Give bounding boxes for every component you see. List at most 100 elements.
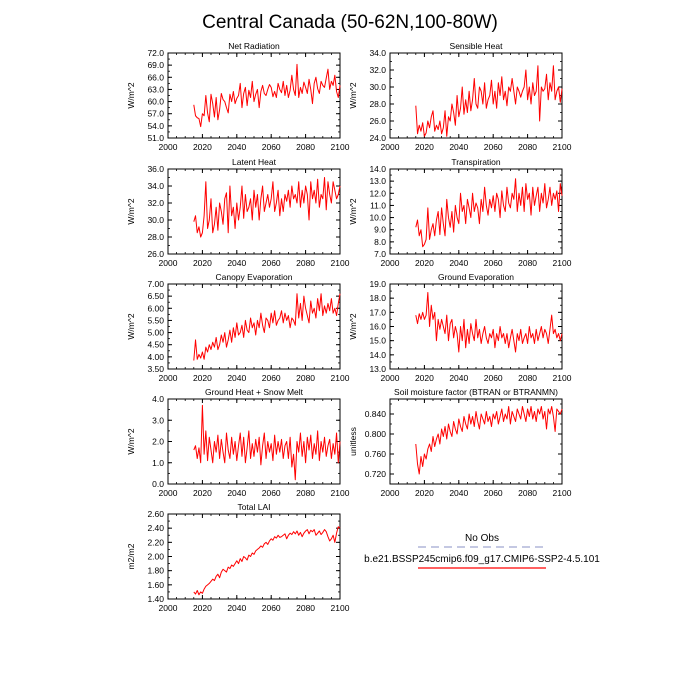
x-tick-label: 2080 [296, 603, 315, 613]
x-tick-label: 2080 [518, 258, 537, 268]
figure-title: Central Canada (50-62N,100-80W) [202, 12, 498, 33]
x-tick-label: 2060 [262, 142, 281, 152]
series-line [415, 178, 563, 248]
y-tick-label: 32.0 [147, 198, 164, 208]
series-line [415, 406, 563, 475]
x-tick-label: 2020 [415, 488, 434, 498]
x-tick-label: 2060 [484, 142, 503, 152]
y-tick-label: 1.80 [147, 566, 164, 576]
y-tick-label: 3.50 [147, 364, 164, 374]
x-tick-label: 2060 [484, 488, 503, 498]
x-tick-label: 2080 [296, 142, 315, 152]
x-tick-label: 2000 [159, 258, 178, 268]
x-tick-label: 2000 [159, 142, 178, 152]
y-tick-label: 26.0 [147, 249, 164, 259]
y-axis-label: W/m^2 [348, 82, 358, 108]
y-tick-label: 16.0 [369, 322, 386, 332]
panels: Net Radiation W/m^2 2000 2020 2040 2060 2080 21… [126, 41, 572, 613]
x-tick-label: 2080 [518, 488, 537, 498]
x-tick-label: 2100 [553, 488, 572, 498]
y-tick-label: 66.0 [147, 72, 164, 82]
x-tick-label: 2020 [415, 258, 434, 268]
y-tick-label: 8.0 [374, 237, 386, 247]
x-tick-label: 2100 [553, 142, 572, 152]
y-tick-label: 34.0 [369, 48, 386, 58]
y-tick-label: 1.0 [152, 458, 164, 468]
panel-6: Ground Evaporation W/m^2 2000 2020 2040 2060 2… [348, 272, 572, 383]
x-tick-label: 2100 [331, 603, 350, 613]
x-tick-label: 2100 [331, 258, 350, 268]
x-tick-label: 2100 [331, 142, 350, 152]
y-tick-label: 4.00 [147, 352, 164, 362]
y-tick-label: 0.840 [365, 409, 387, 419]
series-line [193, 404, 341, 481]
panel-4: Transpiration W/m^2 2000 2020 2040 2060 2080 21… [348, 157, 572, 268]
plot-frame [167, 398, 341, 485]
x-tick-label: 2000 [159, 373, 178, 383]
panel-8: Soil moisture factor (BTRAN or BTRANMN) u… [348, 387, 572, 498]
y-tick-label: 30.0 [369, 82, 386, 92]
x-tick-label: 2100 [331, 488, 350, 498]
y-axis-label: W/m^2 [126, 313, 136, 339]
y-tick-label: 19.0 [369, 279, 386, 289]
y-tick-label: 32.0 [369, 65, 386, 75]
y-tick-label: 7.0 [374, 249, 386, 259]
y-tick-label: 15.0 [369, 336, 386, 346]
y-tick-label: 0.800 [365, 429, 387, 439]
x-tick-label: 2040 [227, 488, 246, 498]
y-tick-label: 4.50 [147, 340, 164, 350]
y-tick-label: 9.0 [374, 225, 386, 235]
panel-title: Latent Heat [232, 157, 277, 167]
y-tick-label: 5.00 [147, 328, 164, 338]
series-line [193, 526, 341, 596]
y-axis-label: W/m^2 [126, 198, 136, 224]
y-tick-label: 57.0 [147, 109, 164, 119]
y-axis-label: W/m^2 [126, 82, 136, 108]
x-tick-label: 2080 [518, 142, 537, 152]
y-tick-label: 3.0 [152, 415, 164, 425]
x-tick-label: 2000 [381, 142, 400, 152]
x-tick-label: 2060 [484, 258, 503, 268]
panel-1: Net Radiation W/m^2 2000 2020 2040 2060 2080 21… [126, 41, 350, 152]
y-tick-label: 10.0 [369, 213, 386, 223]
x-tick-label: 2060 [262, 258, 281, 268]
x-tick-label: 2080 [518, 373, 537, 383]
x-tick-label: 2100 [553, 258, 572, 268]
y-tick-label: 14.0 [369, 350, 386, 360]
series-line [193, 293, 341, 361]
x-tick-label: 2020 [193, 258, 212, 268]
x-tick-label: 2000 [381, 373, 400, 383]
x-tick-label: 2020 [193, 373, 212, 383]
panel-7: Ground Heat + Snow Melt W/m^2 2000 2020 2040… [126, 387, 350, 498]
series-line [415, 292, 563, 353]
series-line [415, 65, 563, 137]
x-tick-label: 2080 [296, 488, 315, 498]
x-tick-label: 2060 [484, 373, 503, 383]
legend-model-label: b.e21.BSSP245cmip6.f09_g17.CMIP6-SSP2-4.… [364, 554, 600, 565]
x-tick-label: 2040 [227, 142, 246, 152]
x-tick-label: 2040 [227, 373, 246, 383]
plot-frame [389, 52, 563, 139]
y-axis-label: W/m^2 [348, 198, 358, 224]
x-tick-label: 2000 [159, 603, 178, 613]
x-tick-label: 2060 [262, 488, 281, 498]
y-tick-label: 51.0 [147, 133, 164, 143]
panel-title: Transpiration [451, 157, 501, 167]
y-tick-label: 24.0 [369, 133, 386, 143]
y-tick-label: 12.0 [369, 188, 386, 198]
panel-9: Total LAI m2/m2 2000 2020 2040 2060 2080 2100 1.… [126, 502, 350, 613]
x-tick-label: 2100 [331, 373, 350, 383]
y-tick-label: 63.0 [147, 84, 164, 94]
y-tick-label: 0.720 [365, 469, 387, 479]
panel-title: Sensible Heat [450, 41, 504, 51]
x-tick-label: 2020 [193, 603, 212, 613]
y-tick-label: 0.760 [365, 449, 387, 459]
y-tick-label: 34.0 [147, 181, 164, 191]
y-tick-label: 72.0 [147, 48, 164, 58]
y-tick-label: 2.00 [147, 552, 164, 562]
y-tick-label: 2.20 [147, 537, 164, 547]
legend: No Obs b.e21.BSSP245cmip6.f09_g17.CMIP6-… [364, 533, 600, 569]
y-tick-label: 6.00 [147, 303, 164, 313]
plot-frame [167, 513, 341, 600]
plot-frame [389, 283, 563, 370]
